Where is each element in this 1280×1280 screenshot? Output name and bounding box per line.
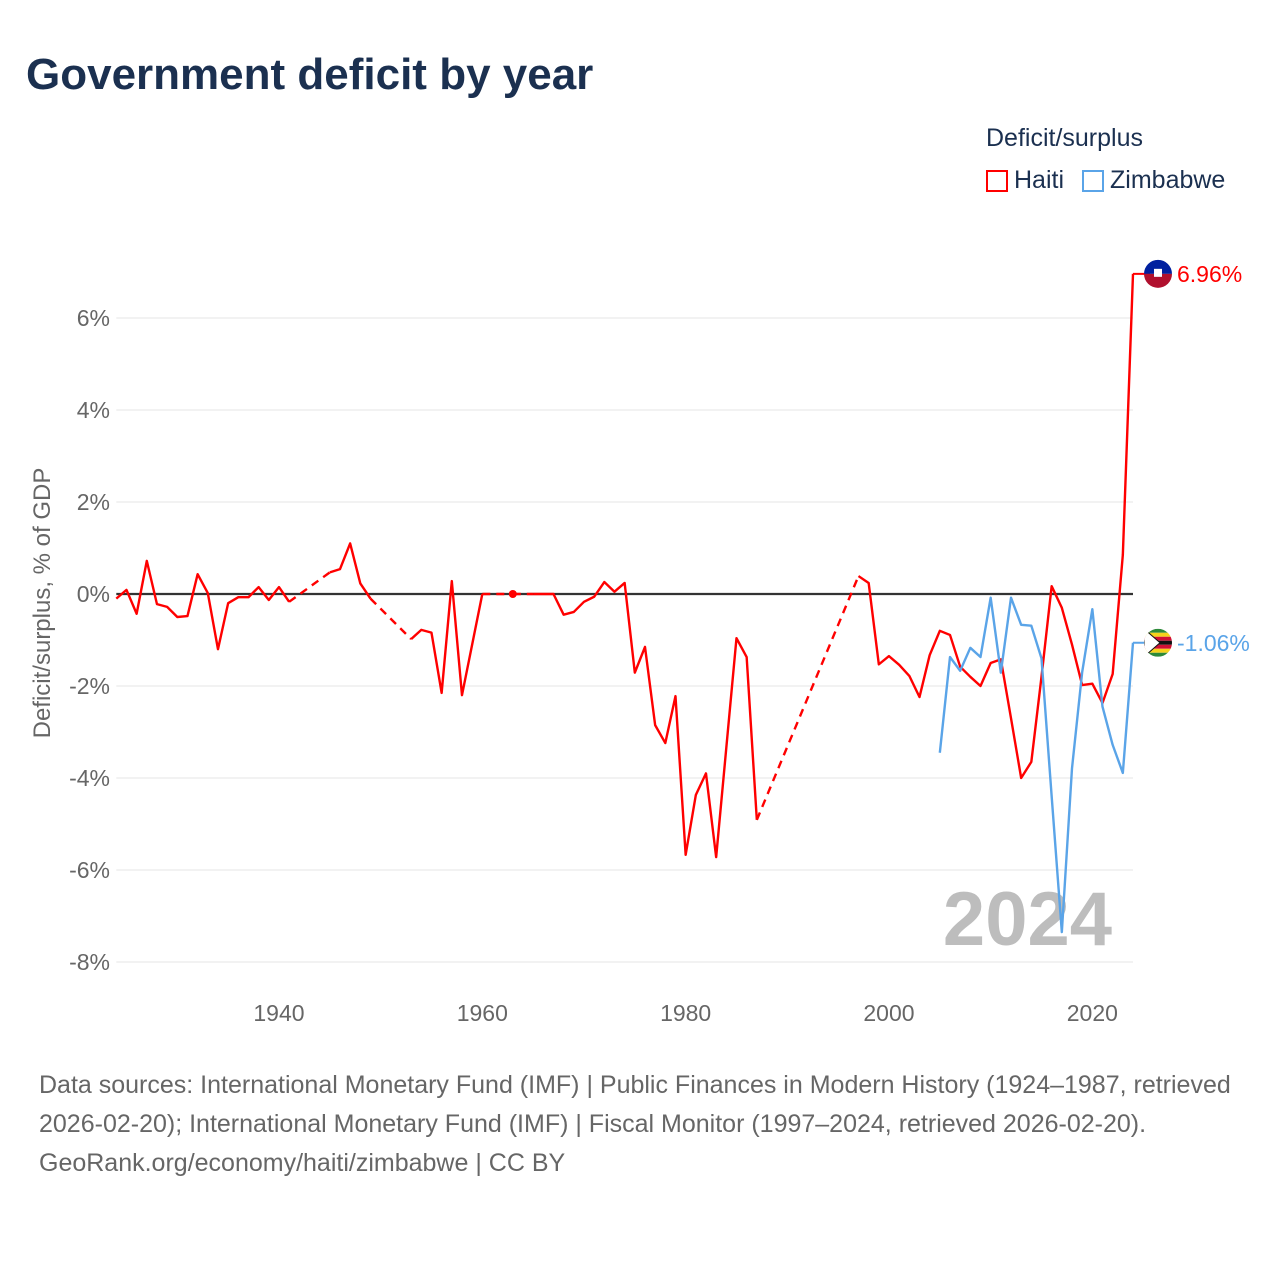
end-label-zimbabwe: -1.06% (1177, 630, 1250, 656)
series-line-haiti (533, 580, 759, 859)
x-tick-label: 2000 (863, 1000, 914, 1026)
y-tick-label: 6% (77, 305, 110, 331)
series-line-haiti (410, 579, 484, 697)
x-tick-label: 1980 (660, 1000, 711, 1026)
series-gap-haiti (288, 571, 331, 603)
flag-stripe (1144, 648, 1172, 653)
flag-bottom (1144, 273, 1172, 288)
footer: Data sources: International Monetary Fun… (39, 1066, 1239, 1183)
flag-stripe (1144, 632, 1172, 637)
credit-link[interactable]: GeoRank.org/economy/haiti/zimbabwe | CC … (39, 1149, 566, 1177)
legend-item-haiti[interactable]: Haiti (986, 166, 1064, 195)
zimbabwe-flag-icon (1144, 628, 1172, 657)
flag-stripe (1144, 644, 1172, 649)
series-line-haiti (857, 273, 1135, 780)
series-gap-haiti (755, 575, 860, 821)
watermark-year: 2024 (943, 877, 1112, 962)
legend-label-zimbabwe: Zimbabwe (1110, 166, 1226, 194)
y-tick-label: -8% (69, 949, 110, 975)
legend-label-haiti: Haiti (1014, 166, 1065, 194)
y-axis-label: Deficit/surplus, % of GDP (29, 468, 56, 739)
flag-triangle (1144, 628, 1161, 657)
y-tick-label: -2% (69, 673, 110, 699)
y-tick-label: -4% (69, 765, 110, 791)
flag-emblem (1154, 268, 1162, 277)
x-tick-label: 1940 (253, 1000, 304, 1026)
y-tick-label: 2% (77, 489, 110, 515)
flag-body (1144, 628, 1172, 657)
x-tick-label: 2020 (1067, 1000, 1118, 1026)
x-tick-label: 1960 (457, 1000, 508, 1026)
series-gap-haiti (369, 597, 412, 640)
legend: Haiti Zimbabwe (986, 166, 1225, 195)
y-tick-label: 0% (77, 581, 110, 607)
legend-item-zimbabwe[interactable]: Zimbabwe (1082, 166, 1225, 195)
chart-title: Government deficit by year (26, 50, 594, 99)
haiti-flag-icon (1144, 259, 1172, 288)
flag-top (1144, 259, 1172, 274)
series-line-haiti (115, 559, 291, 651)
data-sources: Data sources: International Monetary Fun… (39, 1071, 1231, 1138)
end-label-haiti: 6.96% (1177, 261, 1242, 287)
legend-title: Deficit/surplus (986, 124, 1143, 152)
flag-stripe (1144, 628, 1172, 633)
series-line-zimbabwe (938, 596, 1135, 934)
legend-swatch-zimbabwe (1082, 169, 1105, 192)
flag-stripe (1144, 636, 1172, 641)
series-line-haiti (329, 542, 372, 600)
plot-area: 6% 4% 2% 0% -2% -4% -6% -8% 1940 1960 1980 2000 2020… (29, 259, 1250, 1026)
legend-swatch-haiti (986, 169, 1008, 192)
y-tick-label: 4% (77, 397, 110, 423)
flag-stripe (1144, 652, 1172, 657)
y-tick-label: -6% (69, 857, 110, 883)
